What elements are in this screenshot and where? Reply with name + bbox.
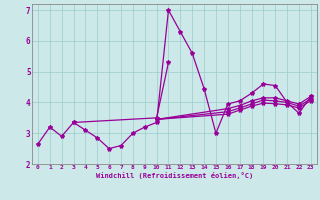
X-axis label: Windchill (Refroidissement éolien,°C): Windchill (Refroidissement éolien,°C)	[96, 172, 253, 179]
